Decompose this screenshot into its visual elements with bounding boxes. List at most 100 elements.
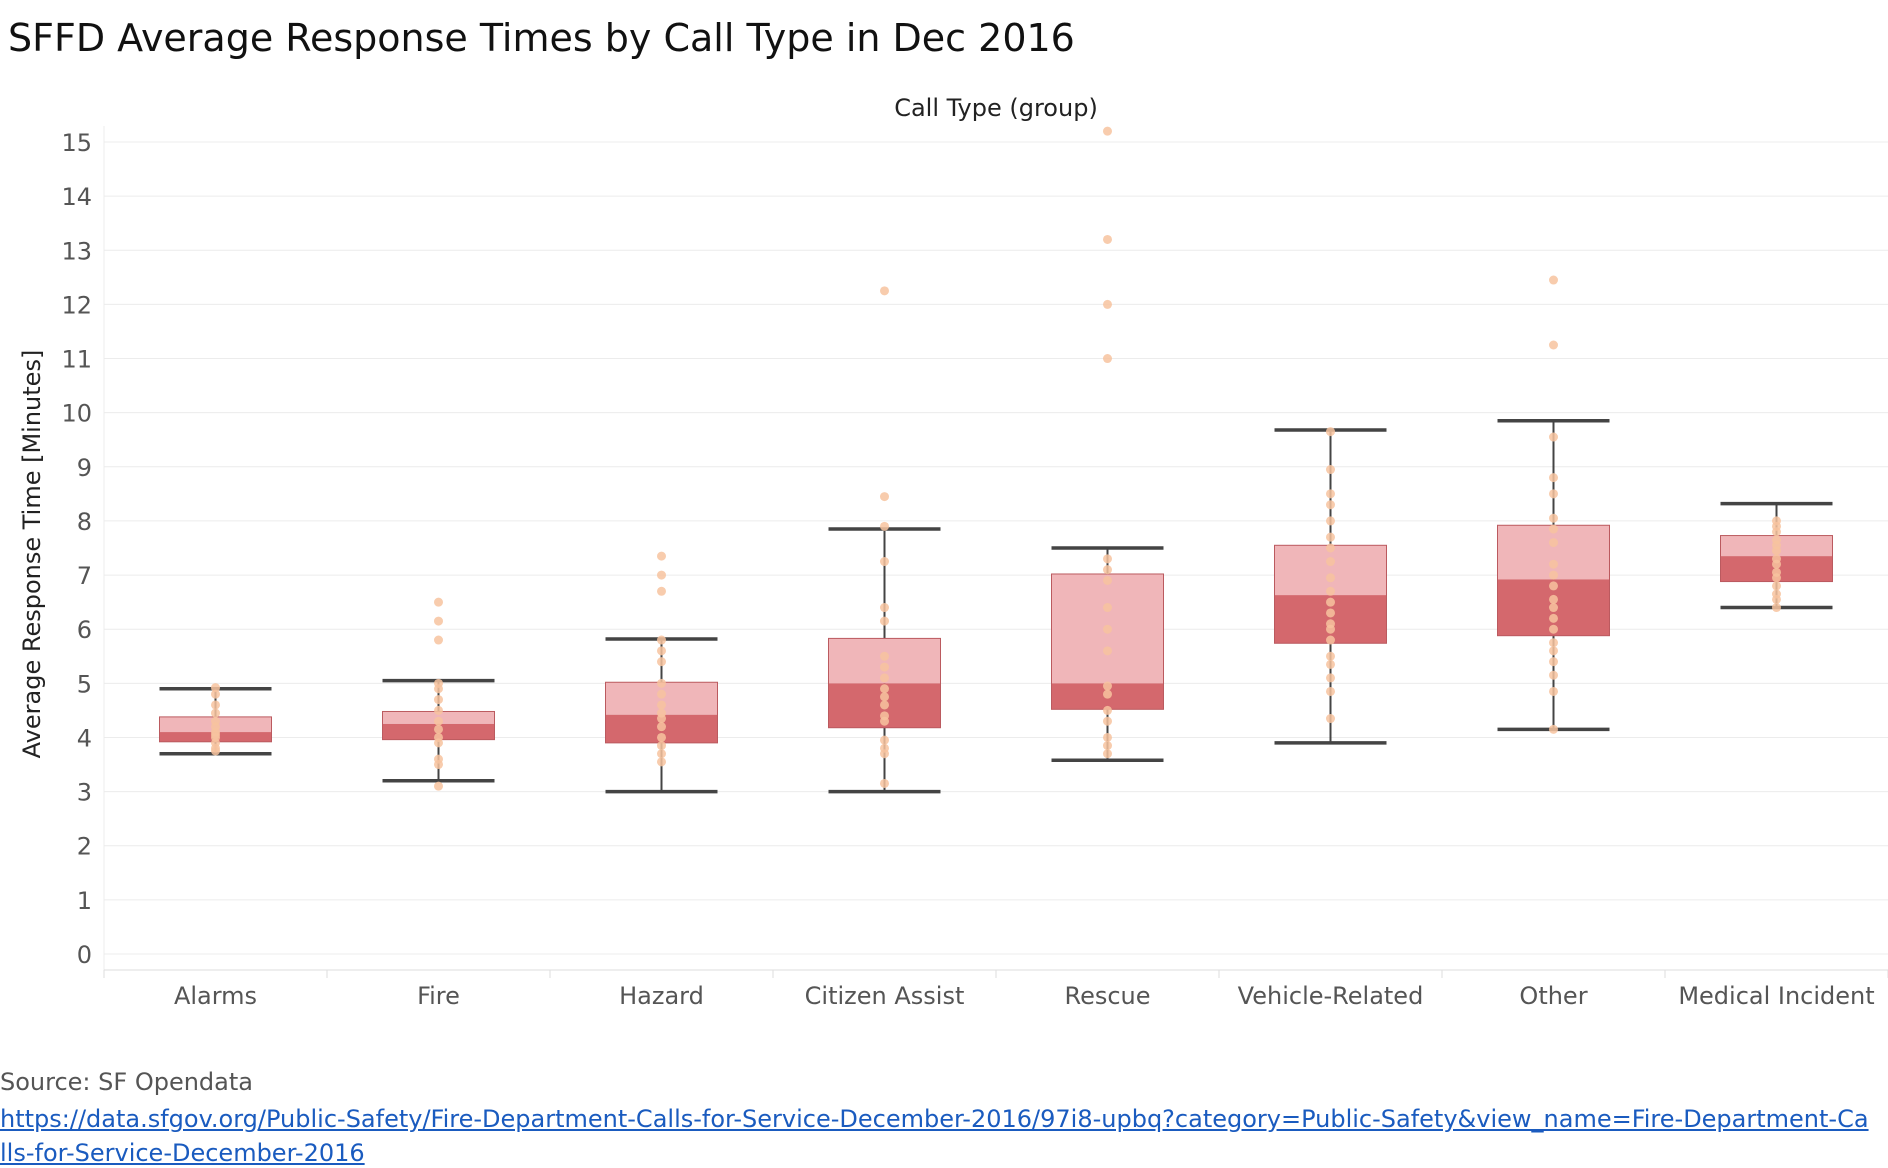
y-tick-label: 3 <box>77 779 92 807</box>
x-tick-label-rescue: Rescue <box>1064 982 1150 1010</box>
data-point <box>1772 535 1781 545</box>
data-point <box>434 732 443 742</box>
data-point <box>1103 575 1112 585</box>
data-point <box>1549 603 1558 613</box>
data-point <box>1103 299 1112 309</box>
data-point <box>1549 724 1558 734</box>
data-point <box>1772 567 1781 577</box>
data-point <box>880 778 889 788</box>
y-tick-label: 2 <box>77 833 92 861</box>
x-tick-label-alarms: Alarms <box>174 982 257 1010</box>
data-point <box>657 741 666 751</box>
column-header: Call Type (group) <box>894 94 1098 122</box>
data-point <box>1326 465 1335 475</box>
data-point <box>1326 635 1335 645</box>
data-point <box>434 678 443 688</box>
data-point <box>1326 532 1335 542</box>
y-tick-label: 9 <box>77 454 92 482</box>
x-tick-label-fire: Fire <box>417 982 460 1010</box>
data-point <box>657 678 666 688</box>
data-point <box>657 551 666 561</box>
data-point <box>657 689 666 699</box>
data-point <box>1326 427 1335 437</box>
data-point <box>1549 594 1558 604</box>
chart-title: SFFD Average Response Times by Call Type… <box>8 16 1075 60</box>
y-tick-label: 13 <box>61 237 92 265</box>
data-point <box>1103 565 1112 575</box>
data-point <box>1103 716 1112 726</box>
data-point <box>657 708 666 718</box>
data-point <box>434 616 443 626</box>
data-point <box>434 635 443 645</box>
data-point <box>657 700 666 710</box>
data-point <box>657 635 666 645</box>
data-point <box>1103 603 1112 613</box>
data-point <box>880 651 889 661</box>
data-point <box>1103 646 1112 656</box>
data-point <box>1549 275 1558 285</box>
data-point <box>1326 516 1335 526</box>
data-point <box>1326 557 1335 567</box>
data-point <box>434 724 443 734</box>
data-point <box>1103 741 1112 751</box>
data-point <box>1326 500 1335 510</box>
data-point <box>1549 559 1558 569</box>
data-point <box>657 749 666 759</box>
y-tick-label: 7 <box>77 562 92 590</box>
data-point <box>1326 586 1335 596</box>
data-point <box>880 492 889 502</box>
data-point <box>1772 603 1781 613</box>
data-point <box>1326 543 1335 553</box>
y-tick-label: 0 <box>77 941 92 969</box>
data-point <box>880 684 889 694</box>
y-tick-label: 11 <box>61 346 92 374</box>
data-point <box>211 683 220 693</box>
data-point <box>1549 524 1558 534</box>
data-point <box>434 754 443 764</box>
data-point <box>1549 638 1558 648</box>
data-point <box>1326 573 1335 583</box>
y-tick-label: 12 <box>61 291 92 319</box>
data-point <box>1549 513 1558 523</box>
y-tick-label: 8 <box>77 508 92 536</box>
y-tick-label: 10 <box>61 400 92 428</box>
data-point <box>1549 473 1558 483</box>
data-point <box>880 521 889 531</box>
data-point <box>657 586 666 596</box>
data-point <box>1103 749 1112 759</box>
data-point <box>1103 354 1112 364</box>
data-point <box>880 743 889 753</box>
data-point <box>1103 624 1112 634</box>
data-point <box>1103 554 1112 564</box>
data-point <box>211 716 220 726</box>
data-point <box>1549 686 1558 696</box>
data-point <box>657 722 666 732</box>
box-outline-citizen-assist <box>828 637 941 729</box>
data-point <box>657 657 666 667</box>
x-tick-label-hazard: Hazard <box>619 982 704 1010</box>
data-point <box>211 689 220 699</box>
data-point <box>1772 589 1781 599</box>
box-upper-vehicle-related <box>1274 545 1387 596</box>
data-point <box>657 732 666 742</box>
data-point <box>1326 597 1335 607</box>
data-point <box>1103 681 1112 691</box>
data-point <box>1326 686 1335 696</box>
data-point <box>1326 608 1335 618</box>
data-point <box>657 570 666 580</box>
data-point <box>1549 646 1558 656</box>
source-link[interactable]: https://data.sfgov.org/Public-Safety/Fir… <box>0 1105 1869 1167</box>
x-tick-label-medical-incident: Medical Incident <box>1678 982 1874 1010</box>
y-axis-label: Average Response Time [Minutes] <box>18 350 46 759</box>
data-point <box>880 673 889 683</box>
data-point <box>211 708 220 718</box>
y-tick-label: 15 <box>61 129 92 157</box>
data-point <box>1103 732 1112 742</box>
data-point <box>1549 581 1558 591</box>
data-point <box>1326 619 1335 629</box>
data-point <box>1549 489 1558 499</box>
y-tick-label: 4 <box>77 724 92 752</box>
data-point <box>1772 516 1781 526</box>
data-point <box>880 692 889 702</box>
